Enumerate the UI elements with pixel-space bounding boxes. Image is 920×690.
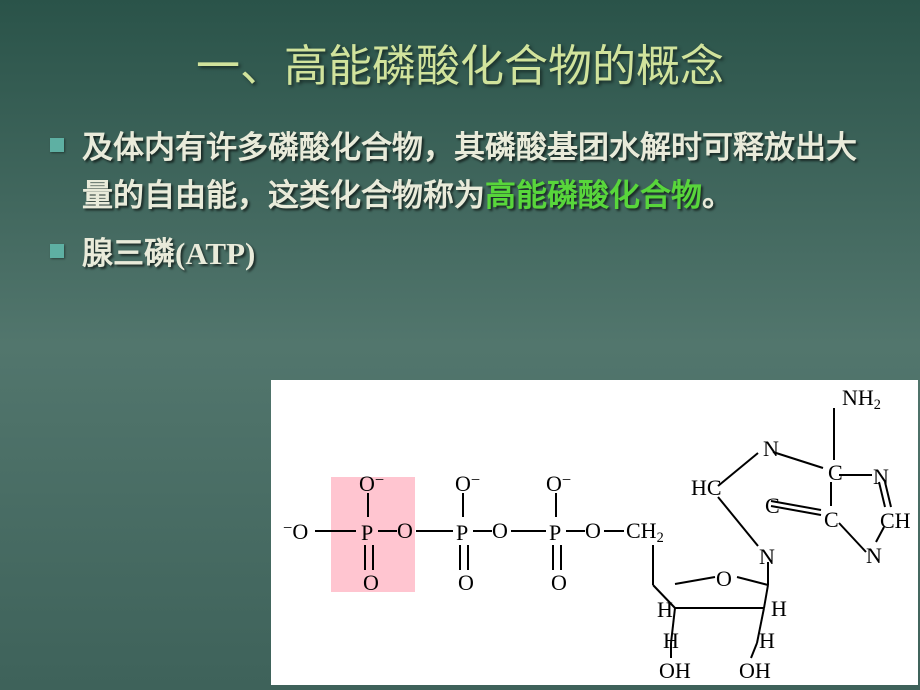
atom-label-29: OH: [659, 658, 691, 684]
atom-label-22: O: [585, 518, 601, 544]
atom-label-21: O: [551, 570, 567, 596]
atom-label-9: N: [866, 543, 882, 569]
atom-label-1: N: [763, 436, 779, 462]
atp-structure-diagram: NH2NCNHCCCCHNN−OPOPOPO−O−O−OOOOCH2OHHHHO…: [271, 380, 918, 685]
atom-label-11: P: [361, 520, 373, 546]
atom-label-4: HC: [691, 475, 722, 501]
atom-label-27: H: [663, 628, 679, 654]
bullet-text-0: 及体内有许多磷酸化合物，其磷酸基团水解时可释放出大量的自由能，这类化合物称为高能…: [82, 124, 870, 220]
atom-label-16: O−: [359, 470, 384, 497]
atom-label-20: O: [458, 570, 474, 596]
atom-label-0: NH2: [842, 385, 881, 414]
atom-label-23: CH2: [626, 518, 664, 547]
slide-container: 一、高能磷酸化合物的概念 及体内有许多磷酸化合物，其磷酸基团水解时可释放出大量的…: [0, 0, 920, 690]
atom-label-10: −O: [283, 518, 308, 545]
atom-label-12: O: [397, 518, 413, 544]
atom-label-6: C: [824, 507, 839, 533]
bullet-text-1: 腺三磷(ATP): [82, 230, 255, 278]
atom-label-26: H: [771, 596, 787, 622]
bullet-marker-icon: [50, 138, 64, 152]
bullet-row-1: 腺三磷(ATP): [50, 230, 870, 278]
atom-label-3: N: [873, 464, 889, 490]
atom-label-24: O: [716, 566, 732, 592]
atom-label-19: O: [363, 570, 379, 596]
atom-label-2: C: [828, 460, 843, 486]
atom-label-5: C: [765, 493, 780, 519]
atom-label-28: H: [759, 628, 775, 654]
bullet-marker-icon: [50, 244, 64, 258]
atom-label-18: O−: [546, 470, 571, 497]
atom-label-13: P: [456, 520, 468, 546]
atom-label-30: OH: [739, 658, 771, 684]
atom-label-14: O: [492, 518, 508, 544]
atom-label-17: O−: [455, 470, 480, 497]
atom-label-15: P: [549, 520, 561, 546]
slide-title: 一、高能磷酸化合物的概念: [0, 0, 920, 104]
slide-body: 及体内有许多磷酸化合物，其磷酸基团水解时可释放出大量的自由能，这类化合物称为高能…: [0, 104, 920, 278]
atom-label-7: CH: [880, 508, 911, 534]
bullet-row-0: 及体内有许多磷酸化合物，其磷酸基团水解时可释放出大量的自由能，这类化合物称为高能…: [50, 124, 870, 220]
atom-label-25: H: [657, 597, 673, 623]
atom-label-8: N: [759, 544, 775, 570]
